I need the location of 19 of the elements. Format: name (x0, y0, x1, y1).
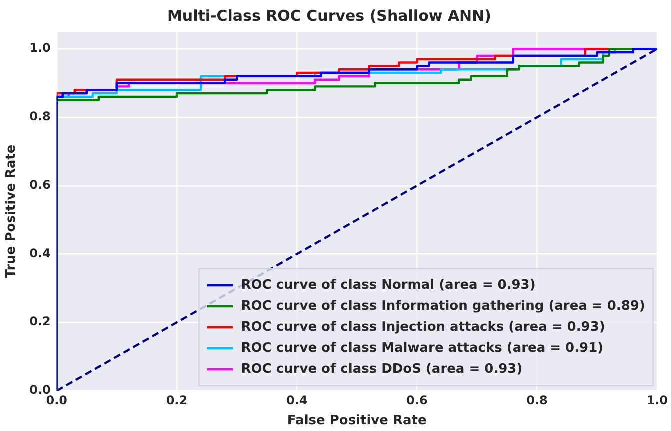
legend-label: ROC curve of class Malware attacks (area = 0.91) (241, 340, 604, 356)
x-tick-label: 0.4 (286, 393, 308, 408)
x-tick-label: 0.2 (166, 393, 188, 408)
x-tick-label: 1.0 (646, 393, 668, 408)
x-tick-label: 0.0 (46, 393, 68, 408)
x-tick-label: 0.8 (526, 393, 548, 408)
y-tick-label: 0.4 (30, 246, 51, 260)
legend-label: ROC curve of class Normal (area = 0.93) (241, 278, 536, 293)
chart-title: Multi-Class ROC Curves (Shallow ANN) (167, 6, 492, 25)
x-tick-label: 0.6 (406, 393, 428, 408)
legend-label: ROC curve of class Injection attacks (area = 0.93) (241, 320, 606, 335)
y-axis-title: True Positive Rate (4, 144, 20, 278)
x-axis-title: False Positive Rate (287, 414, 427, 429)
legend-label: ROC curve of class Information gathering (area = 0.89) (241, 298, 646, 314)
y-tick-label: 0.8 (30, 110, 51, 124)
y-tick-label: 0.6 (30, 178, 51, 192)
legend-label: ROC curve of class DDoS (area = 0.93) (241, 362, 523, 377)
y-tick-label: 1.0 (30, 41, 51, 56)
y-tick-label: 0.2 (30, 314, 51, 329)
